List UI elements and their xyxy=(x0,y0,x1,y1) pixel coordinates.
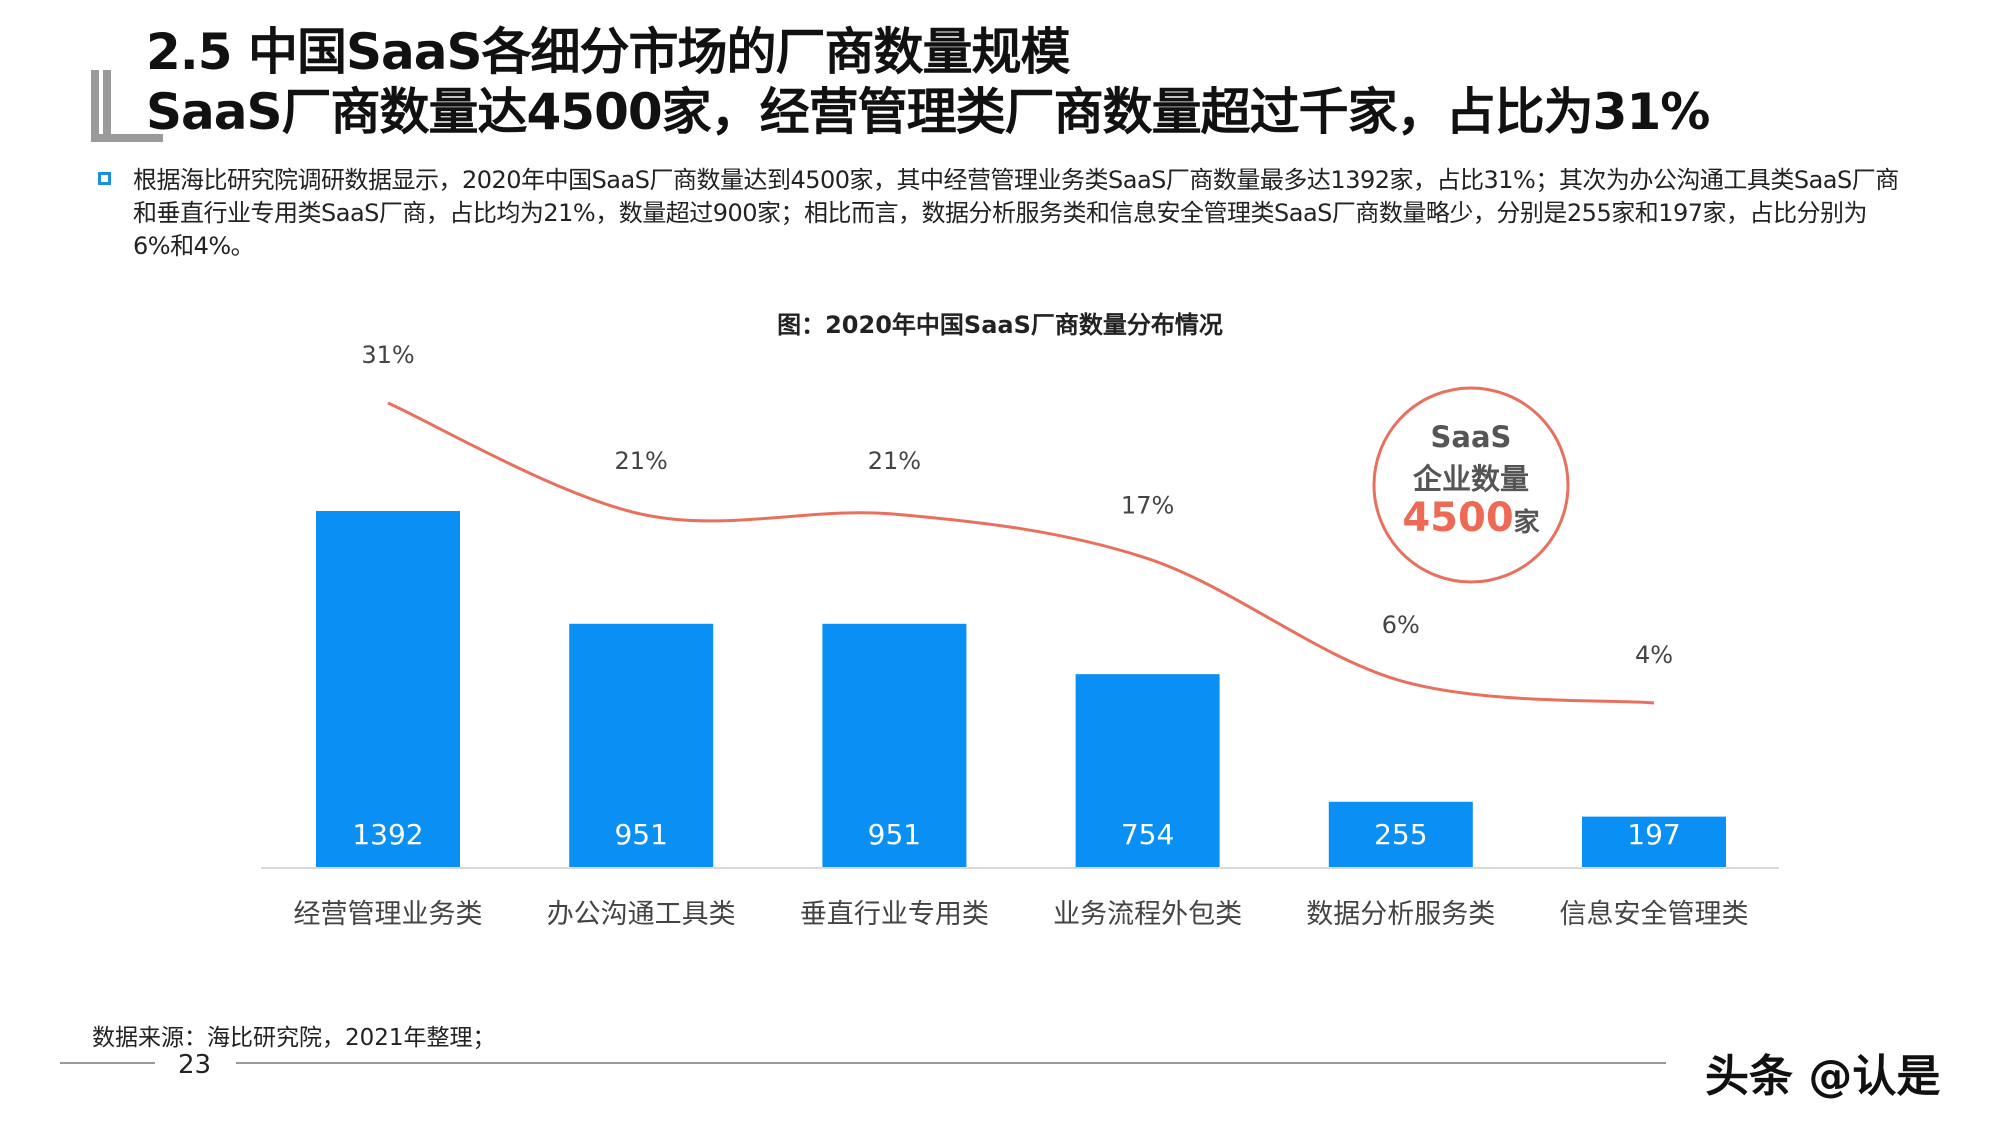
bar-value-label: 1392 xyxy=(352,818,423,851)
callout-line1: SaaS xyxy=(1430,420,1512,454)
callout-line2: 企业数量 xyxy=(1412,462,1529,496)
page-number: 23 xyxy=(178,1050,212,1080)
bar xyxy=(1075,674,1220,867)
bar-value-label: 951 xyxy=(868,818,921,851)
percent-label: 31% xyxy=(361,341,414,369)
bar xyxy=(1582,816,1726,867)
bar xyxy=(569,623,714,867)
category-label: 信息安全管理类 xyxy=(1560,899,1749,930)
title-bracket xyxy=(91,134,163,142)
percent-label: 4% xyxy=(1635,641,1673,669)
category-label: 经营管理业务类 xyxy=(294,899,483,930)
title-bracket xyxy=(91,70,99,142)
percent-label: 6% xyxy=(1382,611,1420,639)
bullet-square-icon xyxy=(98,172,111,185)
title-bracket xyxy=(103,70,111,142)
bar xyxy=(1328,801,1473,867)
bar xyxy=(822,623,967,867)
category-label: 办公沟通工具类 xyxy=(547,899,736,930)
category-label: 垂直行业专用类 xyxy=(800,899,989,930)
callout-value: 4500 xyxy=(1402,495,1514,541)
bar-value-label: 951 xyxy=(614,818,667,851)
category-label: 业务流程外包类 xyxy=(1053,899,1242,930)
callout-value-row: 4500家 xyxy=(1371,495,1571,541)
bar-value-label: 255 xyxy=(1374,818,1427,851)
title-line-2: SaaS厂商数量达4500家，经营管理类厂商数量超过千家，占比为31% xyxy=(146,83,1710,141)
watermark: 头条 @认是 xyxy=(1705,1051,1941,1102)
percent-label: 21% xyxy=(615,447,668,475)
bar-value-label: 754 xyxy=(1121,818,1174,851)
callout-circle xyxy=(1372,386,1570,584)
summary-paragraph: 根据海比研究院调研数据显示，2020年中国SaaS厂商数量达到4500家，其中经… xyxy=(133,166,1899,260)
percent-label: 17% xyxy=(1121,492,1174,520)
bar-value-label: 197 xyxy=(1627,818,1680,851)
category-label: 数据分析服务类 xyxy=(1306,899,1495,930)
callout-unit: 家 xyxy=(1513,508,1540,538)
footer-divider xyxy=(236,1062,1666,1064)
percent-label: 21% xyxy=(868,447,921,475)
data-source: 数据来源：海比研究院，2021年整理； xyxy=(92,1025,496,1051)
bar xyxy=(316,511,460,867)
share-line xyxy=(387,401,1655,705)
title-line-1: 2.5 中国SaaS各细分市场的厂商数量规模 xyxy=(146,23,1070,81)
footer-divider xyxy=(60,1062,155,1064)
chart-title: 图：2020年中国SaaS厂商数量分布情况 xyxy=(777,311,1223,339)
